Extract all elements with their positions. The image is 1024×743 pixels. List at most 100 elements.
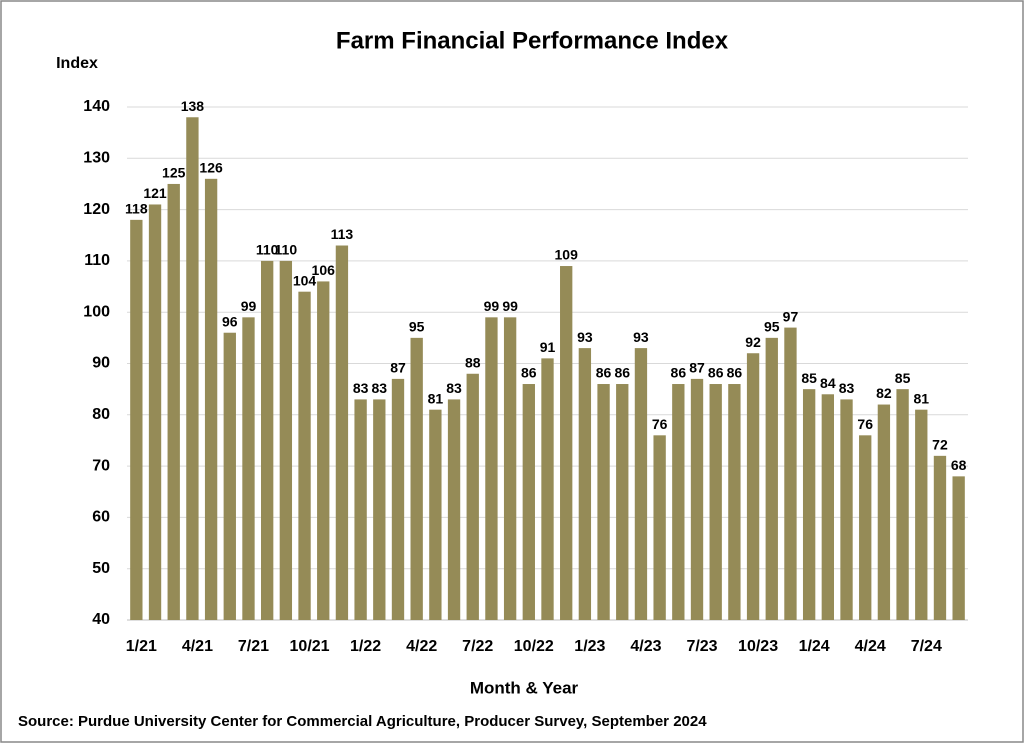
y-tick-label: 90: [92, 355, 110, 372]
y-tick-label: 110: [84, 252, 110, 269]
x-tick-label: 1/21: [126, 638, 157, 655]
data-label: 86: [671, 365, 687, 381]
data-label: 86: [727, 365, 743, 381]
x-tick-label: 4/21: [182, 638, 213, 655]
bar: [317, 281, 330, 620]
chart-title: Farm Financial Performance Index: [336, 27, 729, 54]
y-tick-label: 80: [92, 406, 110, 423]
x-tick-label: 4/23: [630, 638, 661, 655]
data-label: 126: [199, 160, 223, 176]
data-label: 88: [465, 354, 481, 370]
x-tick-label: 4/22: [406, 638, 437, 655]
bar: [915, 409, 928, 620]
data-label: 99: [241, 298, 257, 314]
bar: [522, 384, 535, 620]
data-label: 86: [614, 365, 630, 381]
data-label: 85: [895, 370, 911, 386]
data-label: 85: [801, 370, 817, 386]
bar: [672, 384, 685, 620]
data-label: 72: [932, 437, 948, 453]
data-label: 83: [372, 380, 388, 396]
data-label: 110: [256, 242, 279, 258]
data-label: 81: [913, 390, 929, 406]
x-tick-label: 4/24: [855, 638, 886, 655]
x-tick-label: 7/23: [686, 638, 717, 655]
data-label: 99: [484, 298, 500, 314]
x-tick-label: 1/23: [574, 638, 605, 655]
bar: [204, 178, 218, 620]
y-tick-label: 140: [83, 98, 110, 115]
bar: [597, 384, 610, 620]
bar: [690, 378, 704, 620]
y-tick-label: 50: [92, 560, 110, 577]
data-label: 97: [783, 308, 799, 324]
data-label: 95: [409, 319, 425, 335]
data-label: 81: [428, 390, 444, 406]
bar: [877, 404, 891, 620]
y-tick-label: 40: [92, 611, 110, 628]
bar: [130, 219, 143, 621]
bar: [896, 389, 909, 620]
data-label: 109: [555, 247, 579, 263]
y-tick-label: 130: [83, 150, 110, 167]
bar: [802, 389, 816, 620]
bar: [391, 378, 405, 620]
x-axis-title: Month & Year: [470, 678, 579, 697]
data-label: 93: [633, 329, 649, 345]
data-label: 68: [951, 457, 967, 473]
data-label: 99: [502, 298, 518, 314]
bar: [821, 394, 835, 620]
data-label: 96: [222, 313, 238, 329]
bar: [242, 317, 255, 620]
x-tick-label: 1/22: [350, 638, 381, 655]
bar: [279, 260, 293, 620]
data-label: 76: [652, 416, 668, 432]
bar: [952, 476, 965, 620]
bar: [167, 183, 180, 620]
bar: [784, 327, 797, 620]
data-label: 87: [390, 360, 406, 376]
bar: [447, 399, 461, 620]
data-label: 83: [353, 380, 369, 396]
bar: [859, 435, 872, 620]
bar: [653, 435, 666, 620]
data-label: 106: [312, 262, 336, 278]
bar: [503, 317, 517, 620]
data-label: 86: [596, 365, 612, 381]
data-label: 91: [540, 339, 556, 355]
bar: [709, 384, 722, 620]
bar: [485, 317, 498, 620]
x-tick-label: 10/21: [290, 638, 330, 655]
x-tick-label: 1/24: [799, 638, 830, 655]
data-label: 87: [689, 360, 705, 376]
data-label: 84: [820, 375, 836, 391]
bar: [765, 337, 778, 620]
bar: [560, 266, 573, 620]
data-label: 110: [275, 242, 298, 258]
bar: [410, 337, 423, 620]
y-tick-label: 100: [83, 303, 110, 320]
data-label: 104: [293, 272, 317, 288]
y-tick-label: 70: [92, 457, 110, 474]
data-label: 76: [857, 416, 873, 432]
bar: [298, 291, 311, 620]
bar: [186, 117, 199, 620]
data-label: 86: [521, 365, 537, 381]
x-tick-label: 10/22: [514, 638, 554, 655]
data-label: 83: [446, 380, 462, 396]
bar: [578, 348, 592, 620]
bar: [429, 409, 442, 620]
data-label: 125: [162, 165, 186, 181]
data-label: 83: [839, 380, 855, 396]
bar: [260, 260, 274, 620]
source-note: Source: Purdue University Center for Com…: [18, 713, 707, 730]
y-tick-label: 60: [92, 509, 110, 526]
y-axis-title: Index: [56, 55, 98, 72]
bar: [466, 373, 479, 620]
x-tick-label: 10/23: [738, 638, 778, 655]
data-label: 86: [708, 365, 724, 381]
bar: [541, 358, 554, 620]
bar: [746, 353, 760, 620]
bar: [728, 384, 741, 620]
